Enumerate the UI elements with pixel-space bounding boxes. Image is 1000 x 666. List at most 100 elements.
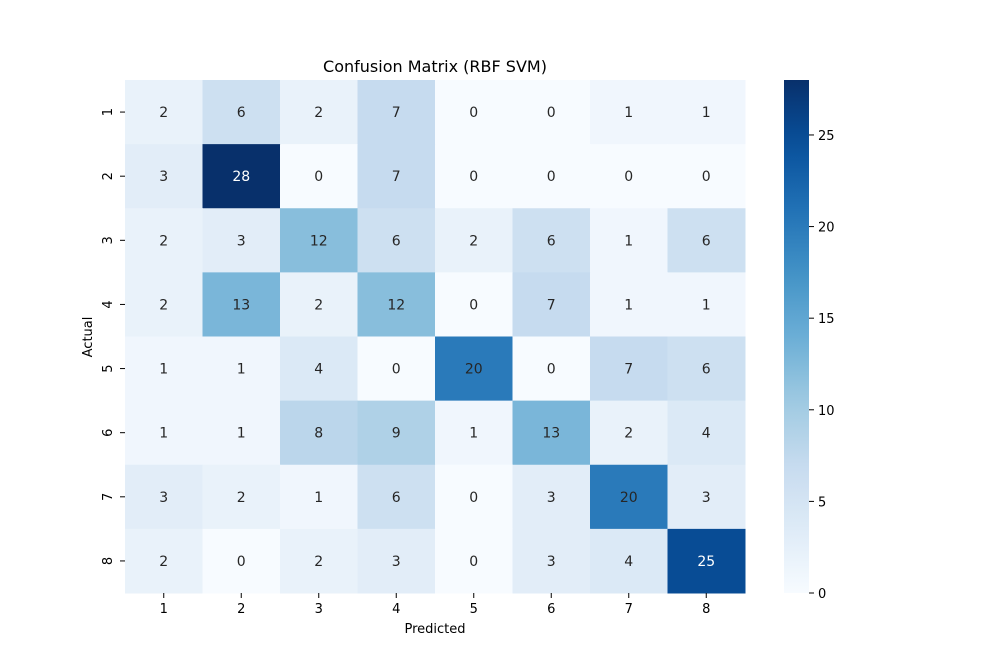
heatmap-cell [590, 336, 668, 402]
cell-value-label: 8 [314, 426, 323, 442]
cell-value-label: 13 [232, 297, 250, 313]
cell-value-label: 12 [387, 297, 405, 313]
heatmap-cell [202, 80, 281, 145]
heatmap-cell [435, 528, 513, 594]
x-axis: 1 2 3 4 5 6 7 8 [160, 593, 710, 617]
cell-value-label: 6 [547, 233, 556, 249]
cell-value-label: 2 [624, 426, 633, 442]
cell-value-label: 1 [702, 297, 711, 313]
y-tick-label: 5 [101, 364, 116, 372]
cell-value-label: 4 [314, 362, 323, 378]
x-tick-label: 3 [315, 602, 323, 617]
heatmap-cell [512, 336, 591, 402]
cell-value-label: 1 [469, 426, 478, 442]
cell-value-label: 2 [159, 233, 168, 249]
heatmap-cell [435, 80, 513, 145]
cell-value-label: 0 [392, 362, 401, 378]
cell-value-label: 2 [314, 297, 323, 313]
cell-value-label: 12 [310, 233, 328, 249]
cell-value-label: 1 [624, 297, 633, 313]
cell-value-label: 1 [624, 105, 633, 121]
heatmap-cell [667, 336, 746, 402]
heatmap-cell [512, 208, 591, 273]
colorbar-tick-label: 15 [818, 312, 835, 327]
heatmap-cell [512, 528, 591, 594]
heatmap-cell [202, 528, 281, 594]
cell-value-label: 2 [159, 105, 168, 121]
cell-value-label: 3 [159, 169, 168, 185]
heatmap-cell [125, 272, 203, 337]
heatmap-cell [667, 208, 746, 273]
cell-value-label: 25 [697, 554, 715, 570]
cell-value-label: 4 [624, 554, 633, 570]
cell-value-label: 0 [547, 169, 556, 185]
heatmap-cell [590, 144, 668, 209]
heatmap-cell [667, 464, 746, 530]
heatmap-cell [667, 144, 746, 209]
chart-title: Confusion Matrix (RBF SVM) [323, 57, 547, 76]
cell-value-label: 0 [469, 169, 478, 185]
heatmap-cell [590, 208, 668, 273]
cell-value-label: 2 [314, 554, 323, 570]
cell-value-label: 20 [465, 362, 483, 378]
heatmap-cell [435, 272, 513, 337]
heatmap-cell [125, 144, 203, 209]
cell-value-label: 7 [392, 105, 401, 121]
y-tick-label: 1 [101, 108, 116, 116]
colorbar-gradient [784, 80, 809, 593]
cell-value-label: 0 [469, 490, 478, 506]
cell-value-label: 0 [314, 169, 323, 185]
colorbar-tick-label: 10 [818, 404, 835, 419]
colorbar-tick-label: 0 [818, 587, 826, 602]
heatmap-cell [667, 400, 746, 466]
heatmap-cell [357, 144, 436, 209]
cell-value-label: 9 [392, 426, 401, 442]
cell-value-label: 3 [547, 490, 556, 506]
cell-value-label: 6 [702, 362, 711, 378]
x-tick-label: 8 [702, 602, 710, 617]
heatmap-cell [125, 400, 203, 466]
heatmap-cell [125, 464, 203, 530]
cell-value-label: 0 [469, 105, 478, 121]
heatmap-cell [357, 528, 436, 594]
cell-value-label: 0 [237, 554, 246, 570]
x-tick-label: 2 [237, 602, 245, 617]
cell-value-label: 0 [702, 169, 711, 185]
heatmap-cell [512, 400, 591, 466]
cell-value-label: 20 [620, 490, 638, 506]
heatmap-cell [280, 208, 358, 273]
cell-value-label: 6 [392, 490, 401, 506]
cell-value-label: 1 [237, 362, 246, 378]
y-tick-label: 3 [101, 236, 116, 244]
y-axis-label: Actual [81, 317, 96, 358]
heatmap-cell [125, 208, 203, 273]
y-tick-label: 7 [101, 493, 116, 501]
heatmap-cell [435, 464, 513, 530]
cell-value-label: 1 [159, 362, 168, 378]
heatmap-cell [202, 144, 281, 209]
cell-value-label: 3 [702, 490, 711, 506]
cell-value-label: 28 [232, 169, 250, 185]
cell-value-label: 3 [392, 554, 401, 570]
cell-value-label: 1 [237, 426, 246, 442]
cell-value-label: 2 [314, 105, 323, 121]
heatmap-cell [202, 400, 281, 466]
cell-value-label: 1 [702, 105, 711, 121]
heatmap-cell [202, 336, 281, 402]
heatmap-cells: 2 6 2 7 0 0 1 13 28 0 7 0 0 0 02 3 12 6 2 6 1 62 13 2 12 0 7 1 11 1 4 0… [125, 80, 746, 594]
heatmap-cell [202, 464, 281, 530]
heatmap-cell [125, 336, 203, 402]
y-axis: 1 2 3 4 5 6 7 8 [101, 108, 125, 565]
heatmap-cell [202, 208, 281, 273]
heatmap-cell [280, 336, 358, 402]
heatmap-cell [357, 464, 436, 530]
heatmap-cell [357, 80, 436, 145]
heatmap-cell [512, 80, 591, 145]
heatmap-cell [280, 144, 358, 209]
x-tick-label: 5 [470, 602, 478, 617]
heatmap-cell [125, 80, 203, 145]
cell-value-label: 2 [469, 233, 478, 249]
heatmap-cell [435, 144, 513, 209]
heatmap-cell [280, 80, 358, 145]
